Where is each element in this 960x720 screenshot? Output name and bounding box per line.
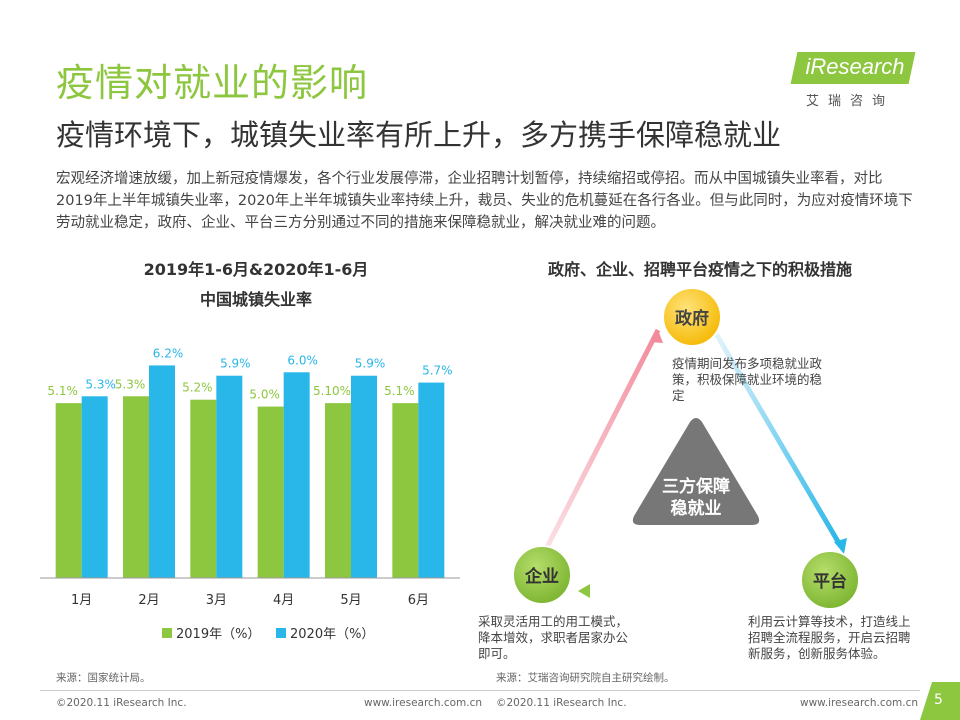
unemployment-bar-chart: 5.1% 5.3% 1月 5.3% 6.2% 2月 5.2% 5.9% 3月 5.0% 6.0% 4月… [40,346,460,642]
arrow-head-gov [650,330,663,343]
data-label-2019: 5.0% [249,388,280,402]
gov-description: 疫情期间发布多项稳就业政策，积极保障就业环境的稳定 [672,356,823,403]
data-label-2020: 5.3% [85,377,116,391]
x-tick-label: 4月 [273,593,294,608]
copyright-left: ©2020.11 iResearch Inc. [56,697,187,709]
data-label-2019: 5.10% [313,384,351,398]
arrow-head-ent [578,584,590,598]
node-ent-label: 企业 [524,566,559,587]
x-tick-label: 5月 [340,593,361,608]
x-tick-label: 2月 [138,593,159,608]
center-label-line2: 稳就业 [671,498,722,519]
center-triangle [632,418,760,525]
website-right: www.iresearch.com.cn [800,697,919,709]
bar-2020 [149,365,175,578]
legend-label-2019: 2019年（%） [176,627,260,642]
data-label-2020: 5.9% [355,357,386,371]
node-plat [800,550,860,610]
data-label-2020: 6.0% [287,353,318,367]
node-plat-label: 平台 [813,571,847,592]
x-tick-label: 3月 [206,593,227,608]
logo-chinese: 艾瑞咨询 [806,94,895,109]
bar-2019 [392,403,419,578]
edge-gov-plat [712,330,843,547]
center-label-line1: 三方保障 [662,476,730,497]
plat-description: 利用云计算等技术，打造线上招聘全流程服务，开启云招聘新服务，创新服务体验。 [748,614,911,661]
source-right: 来源：艾瑞咨询研究院自主研究绘制。 [496,672,675,684]
data-label-2020: 5.7% [422,364,453,378]
node-gov [662,287,722,347]
page-title: 疫情对就业的影响 [56,61,369,105]
data-label-2019: 5.1% [47,384,78,398]
website-left: www.iresearch.com.cn [364,697,483,709]
diagram-title: 政府、企业、招聘平台疫情之下的积极措施 [547,260,852,279]
legend-label-2020: 2020年（%） [290,627,374,642]
data-label-2020: 5.9% [220,357,251,371]
logo-text: iResearch [805,54,905,79]
bar-2020 [283,372,310,578]
ent-description: 采取灵活用工的用工模式，降本增效，求职者居家办公即可。 [478,614,629,661]
arrow-head-plat [834,538,847,554]
footer-divider [40,690,920,691]
x-tick-label: 6月 [408,593,429,608]
bar-2019 [123,396,149,578]
source-left: 来源：国家统计局。 [56,672,151,684]
page-number: 5 [934,692,943,708]
copyright-right: ©2020.11 iResearch Inc. [496,697,627,709]
chart-title: 2019年1-6月&2020年1-6月 [143,260,369,279]
bar-2019 [325,403,351,578]
data-label-2019: 5.3% [115,377,146,391]
bar-2020 [418,382,445,578]
page-subtitle: 疫情环境下，城镇失业率有所上升，多方携手保障稳就业 [56,118,782,152]
legend-swatch-2020 [276,628,286,638]
bar-2020 [81,396,108,578]
legend-swatch-2019 [162,628,172,638]
intro-paragraph: 宏观经济增速放缓，加上新冠疫情爆发，各个行业发展停滞，企业招聘计划暂停，持续缩招… [56,171,913,231]
x-tick-label: 1月 [71,593,92,608]
bar-2019 [190,399,217,578]
data-label-2020: 6.2% [153,346,184,360]
chart-subtitle: 中国城镇失业率 [199,290,312,309]
data-label-2019: 5.2% [182,381,213,395]
bar-2020 [216,375,243,578]
bar-2019 [257,406,284,578]
data-label-2019: 5.1% [384,384,415,398]
edge-ent-gov [540,328,661,557]
node-ent [512,545,572,605]
bar-2020 [351,375,377,578]
measures-diagram: 三方保障 稳就业 政府 企业 平台 [512,287,860,610]
bar-2019 [55,403,82,578]
node-gov-label: 政府 [675,308,709,329]
